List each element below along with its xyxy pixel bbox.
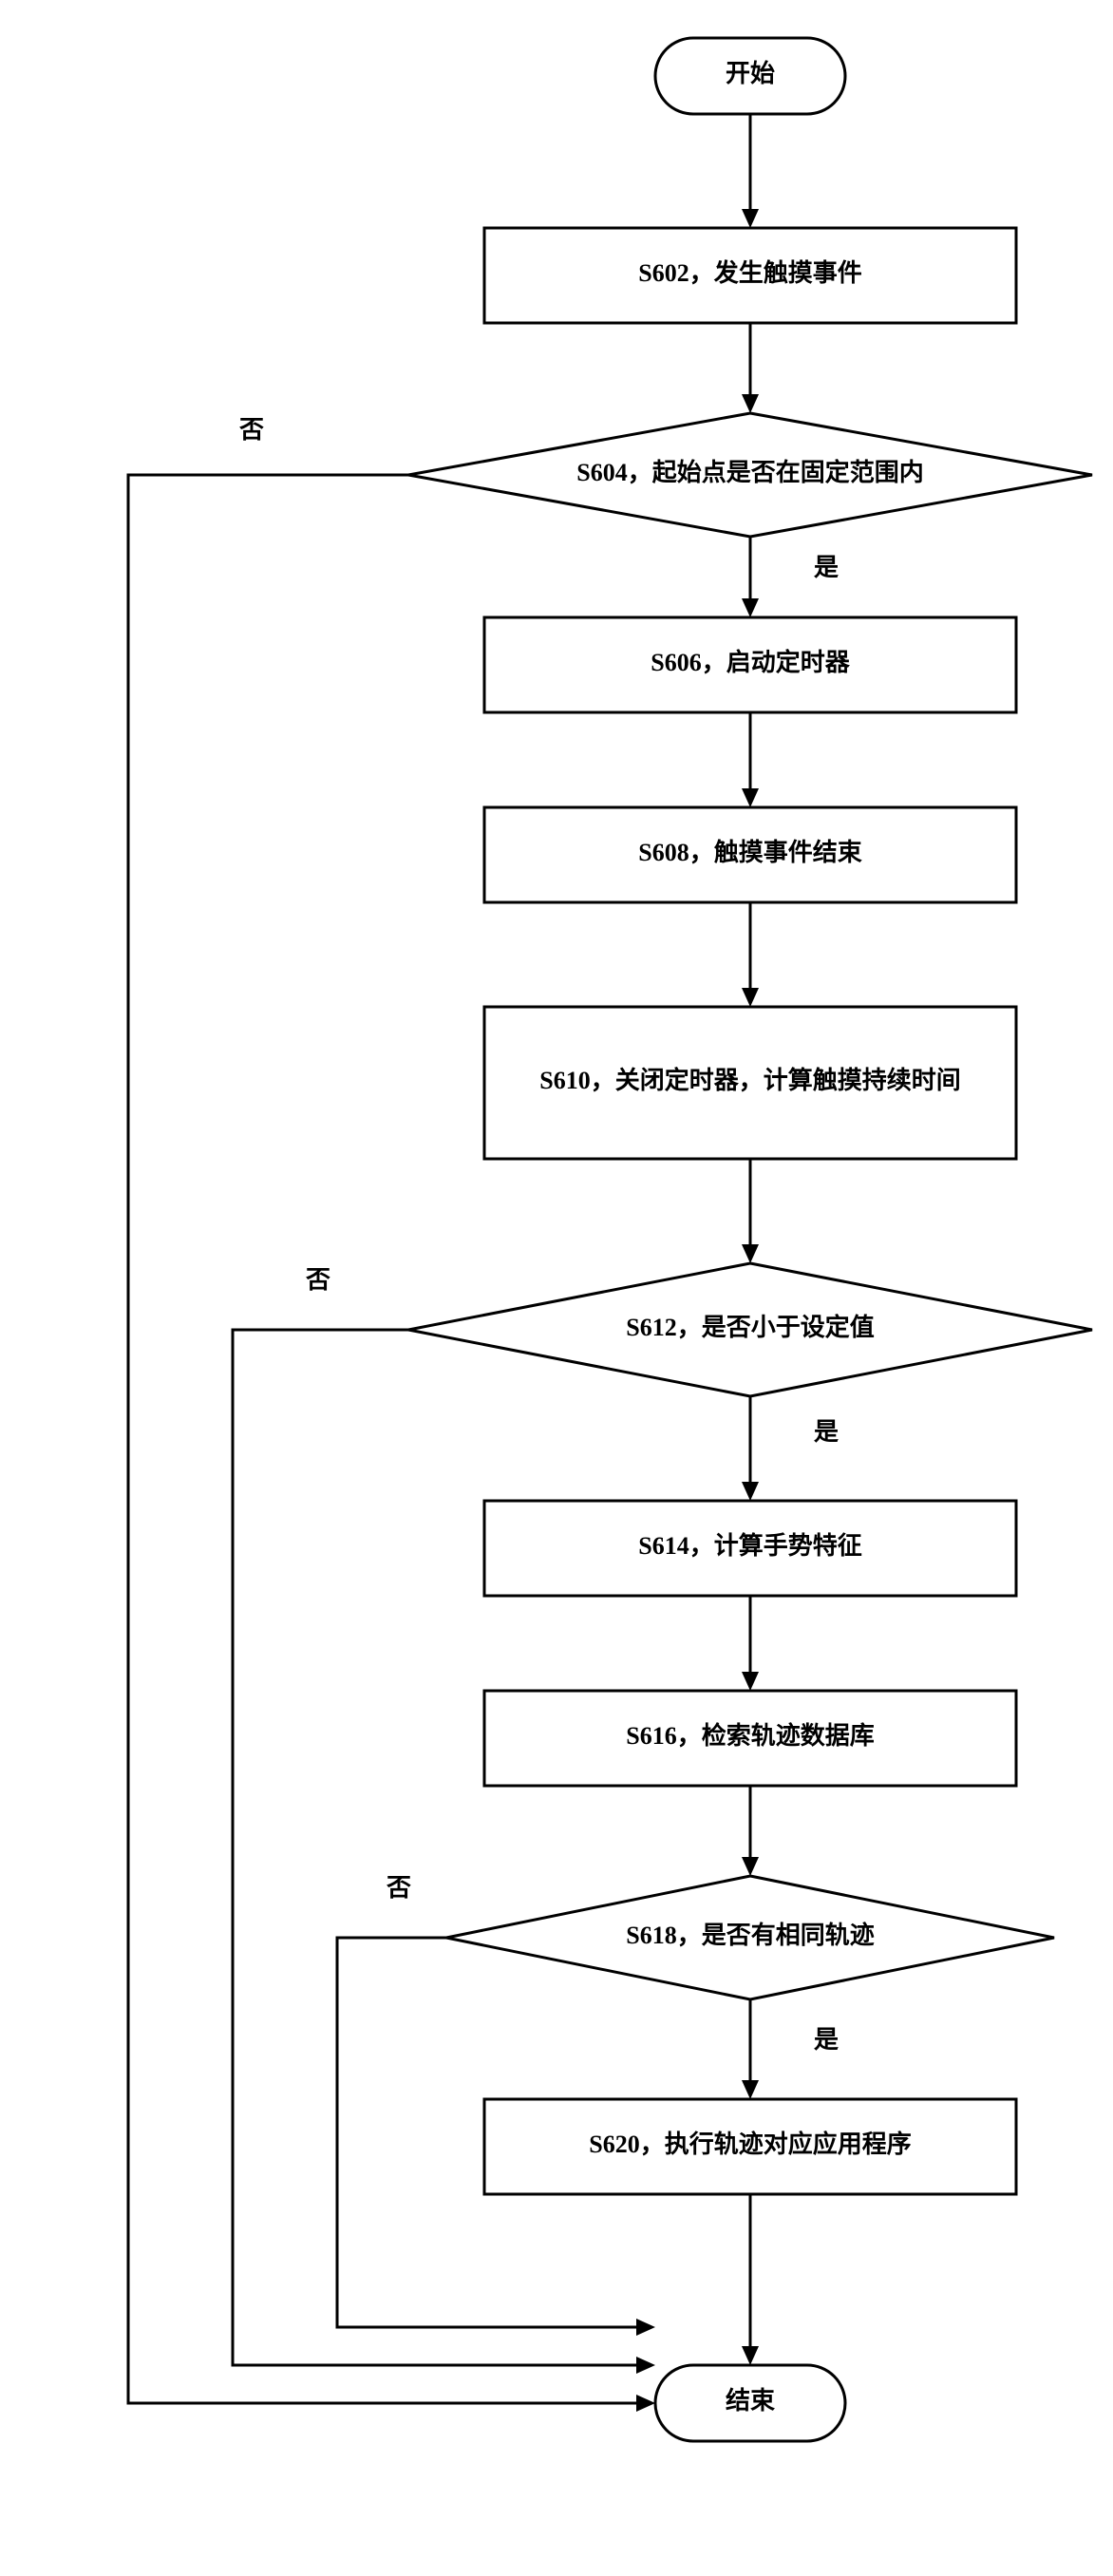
s620-label: S620，执行轨迹对应应用程序: [589, 2130, 911, 2158]
s610-label: S610，关闭定时器，计算触摸持续时间: [539, 1066, 960, 1094]
edge-label-s612-s614: 是: [814, 1418, 839, 1446]
edge-label-s604-s606: 是: [814, 554, 839, 581]
s606-label: S606，启动定时器: [651, 648, 850, 676]
edge-label-s612-end: 否: [306, 1266, 330, 1294]
s612-label: S612，是否小于设定值: [626, 1313, 874, 1341]
edge-label-s618-end: 否: [387, 1874, 411, 1902]
start-label: 开始: [726, 60, 775, 87]
s614-label: S614，计算手势特征: [638, 1531, 861, 1560]
s608-label: S608，触摸事件结束: [638, 838, 862, 866]
edge-s612-end: [233, 1330, 636, 2365]
s604-label: S604，起始点是否在固定范围内: [576, 458, 923, 486]
edge-label-s618-s620: 是: [814, 2026, 839, 2054]
s602-label: S602，发生触摸事件: [638, 258, 861, 287]
edge-label-s604-end: 否: [239, 416, 264, 444]
end-label: 结束: [726, 2386, 776, 2415]
s616-label: S616，检索轨迹数据库: [626, 1721, 874, 1750]
s618-label: S618，是否有相同轨迹: [626, 1921, 874, 1949]
